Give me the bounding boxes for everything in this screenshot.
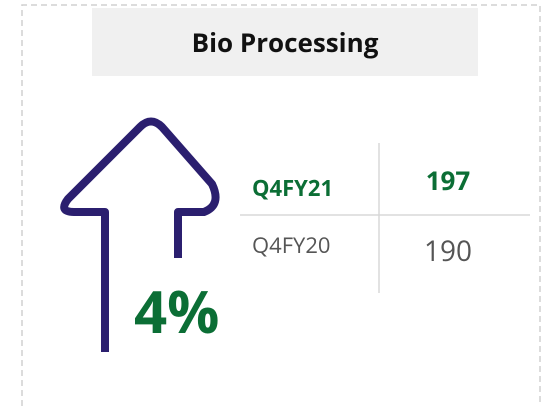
card-title: Bio Processing xyxy=(192,24,379,60)
period-label: Q4FY20 xyxy=(252,230,331,260)
period-value: 197 xyxy=(426,162,471,198)
period-value: 190 xyxy=(424,232,472,270)
up-arrow xyxy=(60,117,220,352)
card-border xyxy=(21,4,541,406)
title-box xyxy=(92,8,478,76)
period-label: Q4FY21 xyxy=(252,173,333,203)
change-percent: 4% xyxy=(134,271,219,350)
